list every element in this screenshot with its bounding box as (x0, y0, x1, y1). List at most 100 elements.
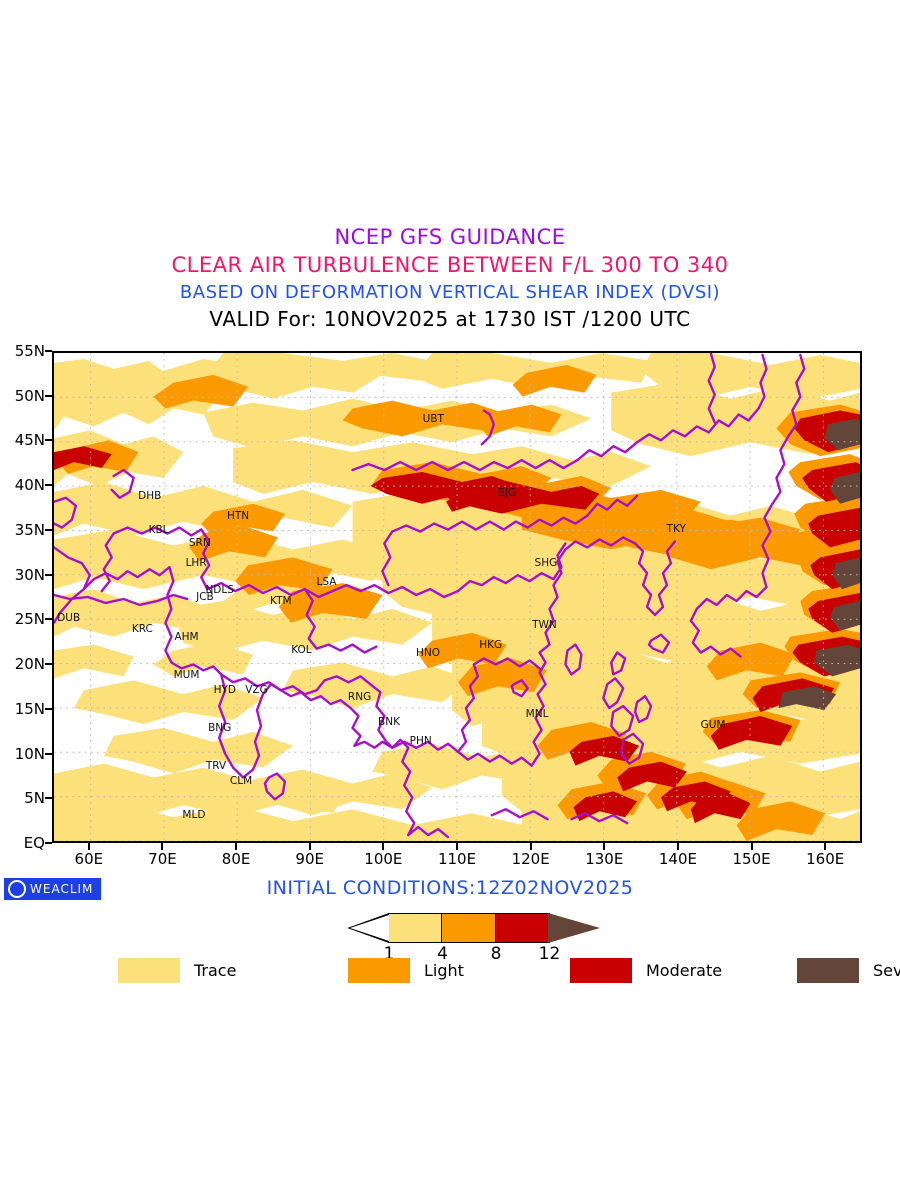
city-label-ubt: UBT (422, 413, 444, 426)
y-tick-mark (45, 484, 52, 487)
y-tick-mark (45, 573, 52, 576)
city-label-kbl: KBL (148, 524, 169, 537)
legend-item-trace: Trace (118, 958, 236, 983)
y-tick-label-25N: 25N (14, 610, 45, 629)
y-tick-mark (45, 797, 52, 800)
y-tick-label-EQ: EQ (23, 834, 45, 852)
x-tick-label-110E: 110E (437, 850, 477, 868)
city-label-twn: TWN (532, 618, 557, 631)
title-line-product: CLEAR AIR TURBULENCE BETWEEN F/L 300 TO … (171, 253, 729, 277)
colorbar-max-arrow (548, 913, 600, 943)
map-frame: DUB KRC KBL DHB SRN LHR JCB HTN NDLS AHM MUM HYD VZG… (52, 351, 862, 843)
coastline-border-layer (54, 353, 806, 839)
y-tick-label-45N: 45N (14, 431, 45, 450)
city-label-jcb: JCB (196, 591, 214, 604)
city-label-lhr: LHR (185, 557, 207, 570)
x-tick-label-150E: 150E (732, 850, 771, 868)
city-label-srn: SRN (188, 536, 211, 549)
city-label-mnl: MNL (525, 708, 549, 721)
x-tick-label-90E: 90E (295, 850, 325, 868)
weaclim-logo-text: WEACLIM (30, 882, 94, 896)
legend-item-moderate: Moderate (570, 958, 722, 983)
title-line-agency: NCEP GFS GUIDANCE (334, 225, 566, 249)
city-label-bng: BNG (208, 721, 232, 734)
chart-title-block: NCEP GFS GUIDANCE CLEAR AIR TURBULENCE B… (0, 224, 900, 333)
legend-label-severe: Severe (873, 961, 900, 980)
legend-label-trace: Trace (194, 961, 237, 980)
city-label-tky: TKY (666, 523, 686, 536)
colorbar-min-arrow (347, 913, 389, 943)
x-tick-label-130E: 130E (585, 850, 624, 868)
title-line-valid-time: VALID For: 10NOV2025 at 1730 IST /1200 U… (209, 307, 691, 331)
y-tick-label-5N: 5N (24, 789, 45, 808)
circle-logo-icon (8, 880, 26, 898)
city-label-bnk: BNK (378, 715, 401, 728)
city-label-ktm: KTM (270, 594, 292, 607)
y-tick-mark (45, 707, 52, 710)
x-tick-mark (161, 843, 164, 850)
city-label-ahm: AHM (174, 631, 199, 644)
y-tick-label-20N: 20N (14, 655, 45, 674)
x-tick-label-100E: 100E (364, 850, 403, 868)
city-label-mum: MUM (173, 669, 200, 682)
x-tick-mark (824, 843, 827, 850)
city-label-mld: MLD (182, 809, 206, 822)
colorbar-segment-light (441, 913, 496, 943)
city-label-htn: HTN (226, 509, 250, 522)
map-plot-area: DUB KRC KBL DHB SRN LHR JCB HTN NDLS AHM MUM HYD VZG… (15, 342, 862, 868)
city-label-bjg: BJG (497, 486, 517, 499)
y-tick-mark (45, 618, 52, 621)
city-label-shg: SHG (534, 557, 558, 570)
y-tick-mark (45, 528, 52, 531)
y-tick-label-35N: 35N (14, 520, 45, 539)
x-tick-mark (603, 843, 606, 850)
city-label-clm: CLM (229, 774, 253, 787)
x-tick-mark (235, 843, 238, 850)
light-turbulence-field (57, 364, 860, 841)
y-tick-label-10N: 10N (14, 744, 45, 763)
city-label-vzg: VZG (245, 684, 268, 697)
y-tick-label-55N: 55N (14, 342, 45, 360)
x-tick-mark (750, 843, 753, 850)
city-label-hkg: HKG (479, 638, 503, 651)
y-tick-label-30N: 30N (14, 565, 45, 584)
city-label-kol: KOL (291, 643, 312, 656)
map-svg (54, 353, 860, 841)
legend-label-light: Light (424, 961, 464, 980)
map-gridlines (54, 353, 860, 841)
legend-swatch-light (348, 958, 410, 983)
x-tick-label-140E: 140E (658, 850, 697, 868)
x-tick-mark (456, 843, 458, 850)
colorbar-segment-trace (387, 913, 443, 943)
city-label-hyd: HYD (213, 684, 237, 697)
x-tick-label-160E: 160E (806, 850, 845, 868)
initial-conditions-text: INITIAL CONDITIONS:12Z02NOV2025 (266, 877, 634, 899)
y-tick-label-15N: 15N (14, 699, 45, 718)
city-label-ndls: NDLS (205, 584, 234, 597)
colorbar (347, 913, 600, 943)
y-tick-mark (45, 663, 52, 666)
colorbar-segment-moderate (494, 913, 550, 943)
x-tick-label-60E: 60E (74, 850, 104, 868)
legend-item-light: Light (348, 958, 464, 983)
severe-turbulence-field (778, 418, 860, 711)
city-label-krc: KRC (131, 622, 153, 635)
turbulence-map-canvas (54, 353, 860, 841)
y-tick-mark (45, 394, 52, 397)
city-label-dhb: DHB (138, 490, 162, 503)
city-label-dub: DUB (57, 611, 81, 624)
x-tick-mark (308, 843, 311, 850)
city-label-gum: GUM (700, 719, 726, 732)
colorbar-tick-4: 4 (437, 944, 448, 964)
legend-swatch-trace (118, 958, 180, 983)
x-tick-label-70E: 70E (148, 850, 177, 868)
city-label-phn: PHN (409, 735, 432, 748)
title-line-method: BASED ON DEFORMATION VERTICAL SHEAR INDE… (179, 282, 721, 303)
legend-label-moderate: Moderate (646, 961, 723, 980)
x-tick-mark (382, 843, 385, 850)
x-tick-label-120E: 120E (511, 850, 550, 868)
legend-swatch-severe (797, 958, 859, 983)
colorbar-tick-1: 1 (383, 944, 395, 964)
colorbar-tick-12: 12 (538, 944, 561, 964)
y-tick-mark (45, 350, 52, 352)
